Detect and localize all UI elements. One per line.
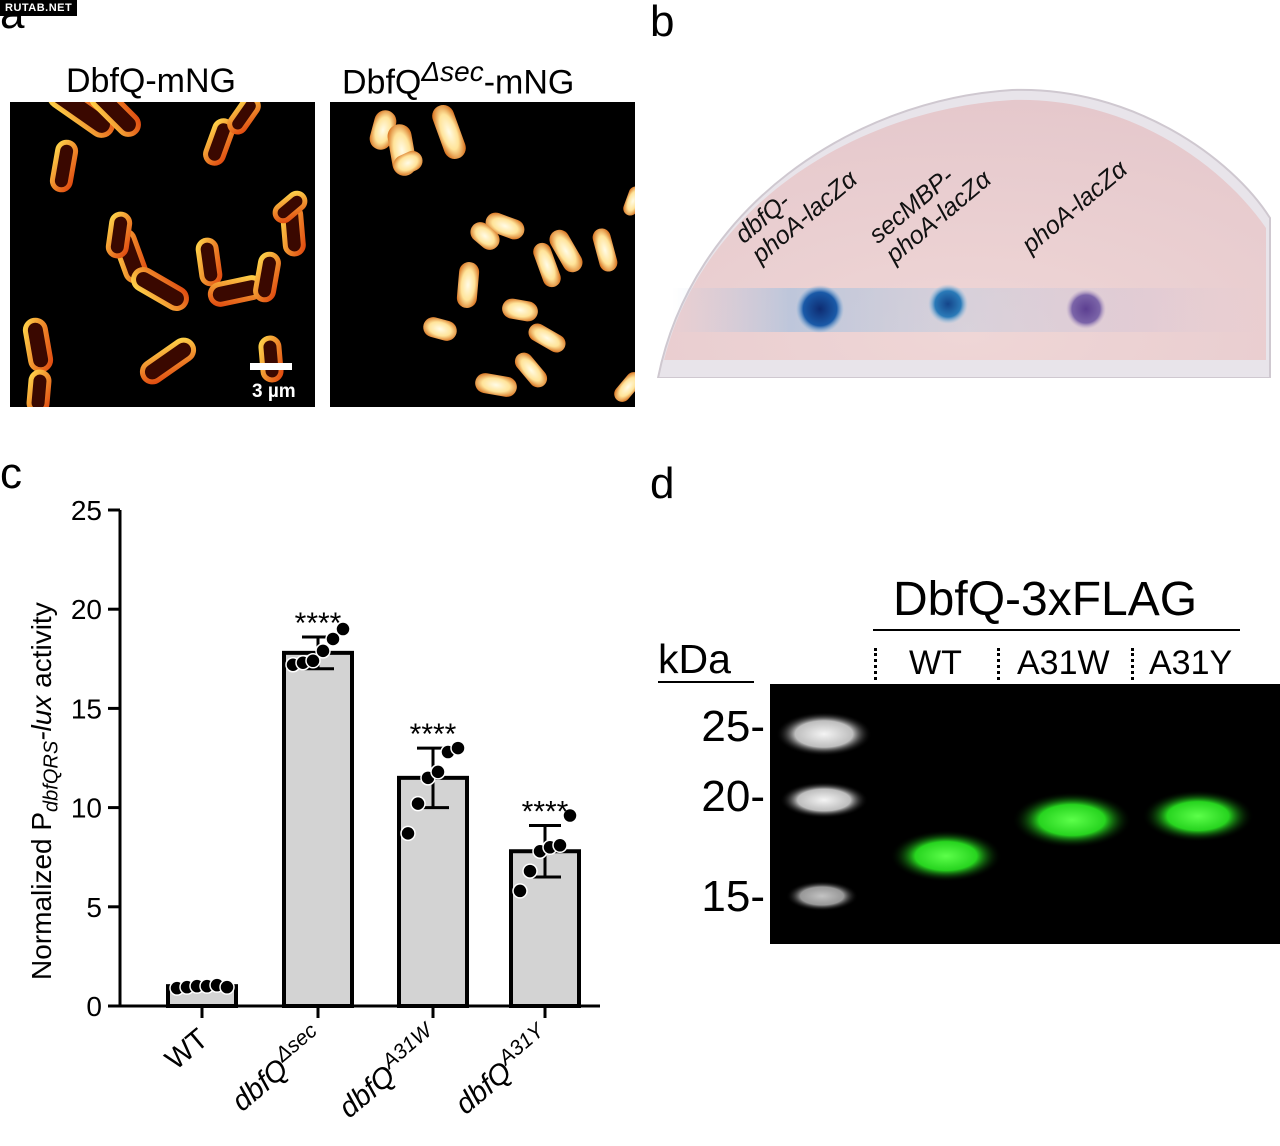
significance-label: **** — [295, 607, 342, 640]
panel-letter-d: d — [650, 459, 675, 508]
ladder-band-20 — [780, 782, 868, 818]
title-suffix: -mNG — [483, 63, 575, 102]
micrograph-title-dsec: DbfQΔsec-mNG — [342, 56, 575, 102]
data-point — [400, 825, 416, 842]
micrograph-wt-image — [22, 102, 308, 407]
kda-label: kDa — [658, 636, 731, 682]
lane-divider — [997, 648, 1000, 680]
ladder-band-15 — [786, 881, 858, 911]
scale-bar — [250, 363, 292, 370]
significance-label: **** — [522, 795, 569, 828]
data-point — [315, 643, 331, 659]
data-point — [562, 807, 578, 824]
panel-letter-b: b — [650, 0, 675, 46]
title-superscript: Δsec — [421, 56, 484, 87]
band-wt — [890, 830, 1002, 882]
x-tick-label: dbfQA31Y — [446, 1018, 559, 1121]
data-point — [522, 863, 538, 879]
lane-label-a31w: A31W — [1017, 644, 1110, 682]
data-point — [325, 631, 341, 647]
lane-divider — [874, 648, 877, 680]
lane-label-a31y: A31Y — [1149, 644, 1233, 682]
mw-marker-20: 20- — [701, 772, 765, 821]
micrograph-dsec — [330, 102, 635, 407]
mw-marker-25: 25- — [701, 702, 765, 751]
data-point — [410, 795, 426, 812]
lane-label-wt: WT — [909, 644, 962, 682]
data-point — [552, 837, 568, 854]
watermark: RUTAB.NET — [0, 0, 78, 16]
mw-marker-15: 15- — [701, 872, 765, 921]
x-tick-label: WT — [159, 1023, 214, 1077]
data-point — [335, 621, 351, 637]
bar — [397, 775, 469, 1008]
blot-title-rule — [873, 629, 1240, 631]
band-a31w — [1012, 792, 1132, 848]
lane-divider — [1131, 648, 1134, 680]
x-tick-label: dbfQA31W — [330, 1018, 447, 1125]
micrograph-title-wt: DbfQ-mNG — [66, 62, 236, 100]
y-tick-label: 0 — [86, 991, 102, 1022]
data-point — [430, 764, 446, 780]
western-blot — [770, 684, 1280, 944]
y-tick-label: 25 — [71, 495, 102, 526]
ladder-band-25 — [776, 712, 872, 756]
scale-bar-label: 3 µm — [252, 381, 296, 402]
data-point — [512, 883, 528, 899]
significance-label: **** — [410, 718, 457, 751]
band-a31y — [1142, 790, 1254, 842]
micrograph-wt: 3 µm — [10, 102, 315, 407]
panel-letter-c: c — [0, 449, 22, 498]
y-tick-label: 10 — [71, 793, 102, 824]
x-tick-label-base: WT — [159, 1023, 214, 1077]
x-tick-label-sup: A31W — [376, 1018, 438, 1075]
x-tick-label: dbfQΔsec — [223, 1019, 331, 1118]
y-tick-label: 15 — [71, 693, 102, 724]
data-point — [450, 740, 466, 756]
bar-chart: 0 5 10 15 20 25 WT **** dbfQΔsec **** dbfQA31W ****… — [71, 495, 600, 1125]
title-prefix: DbfQ — [342, 63, 422, 102]
agar-plate — [656, 88, 1271, 378]
kda-rule — [658, 681, 754, 683]
y-tick-label: 5 — [86, 892, 102, 923]
bar — [282, 650, 354, 1009]
data-point — [305, 653, 321, 669]
micrograph-dsec-image — [369, 105, 635, 402]
data-point — [219, 979, 235, 995]
blot-title: DbfQ-3xFLAG — [893, 573, 1198, 626]
y-tick-label: 20 — [71, 594, 102, 625]
